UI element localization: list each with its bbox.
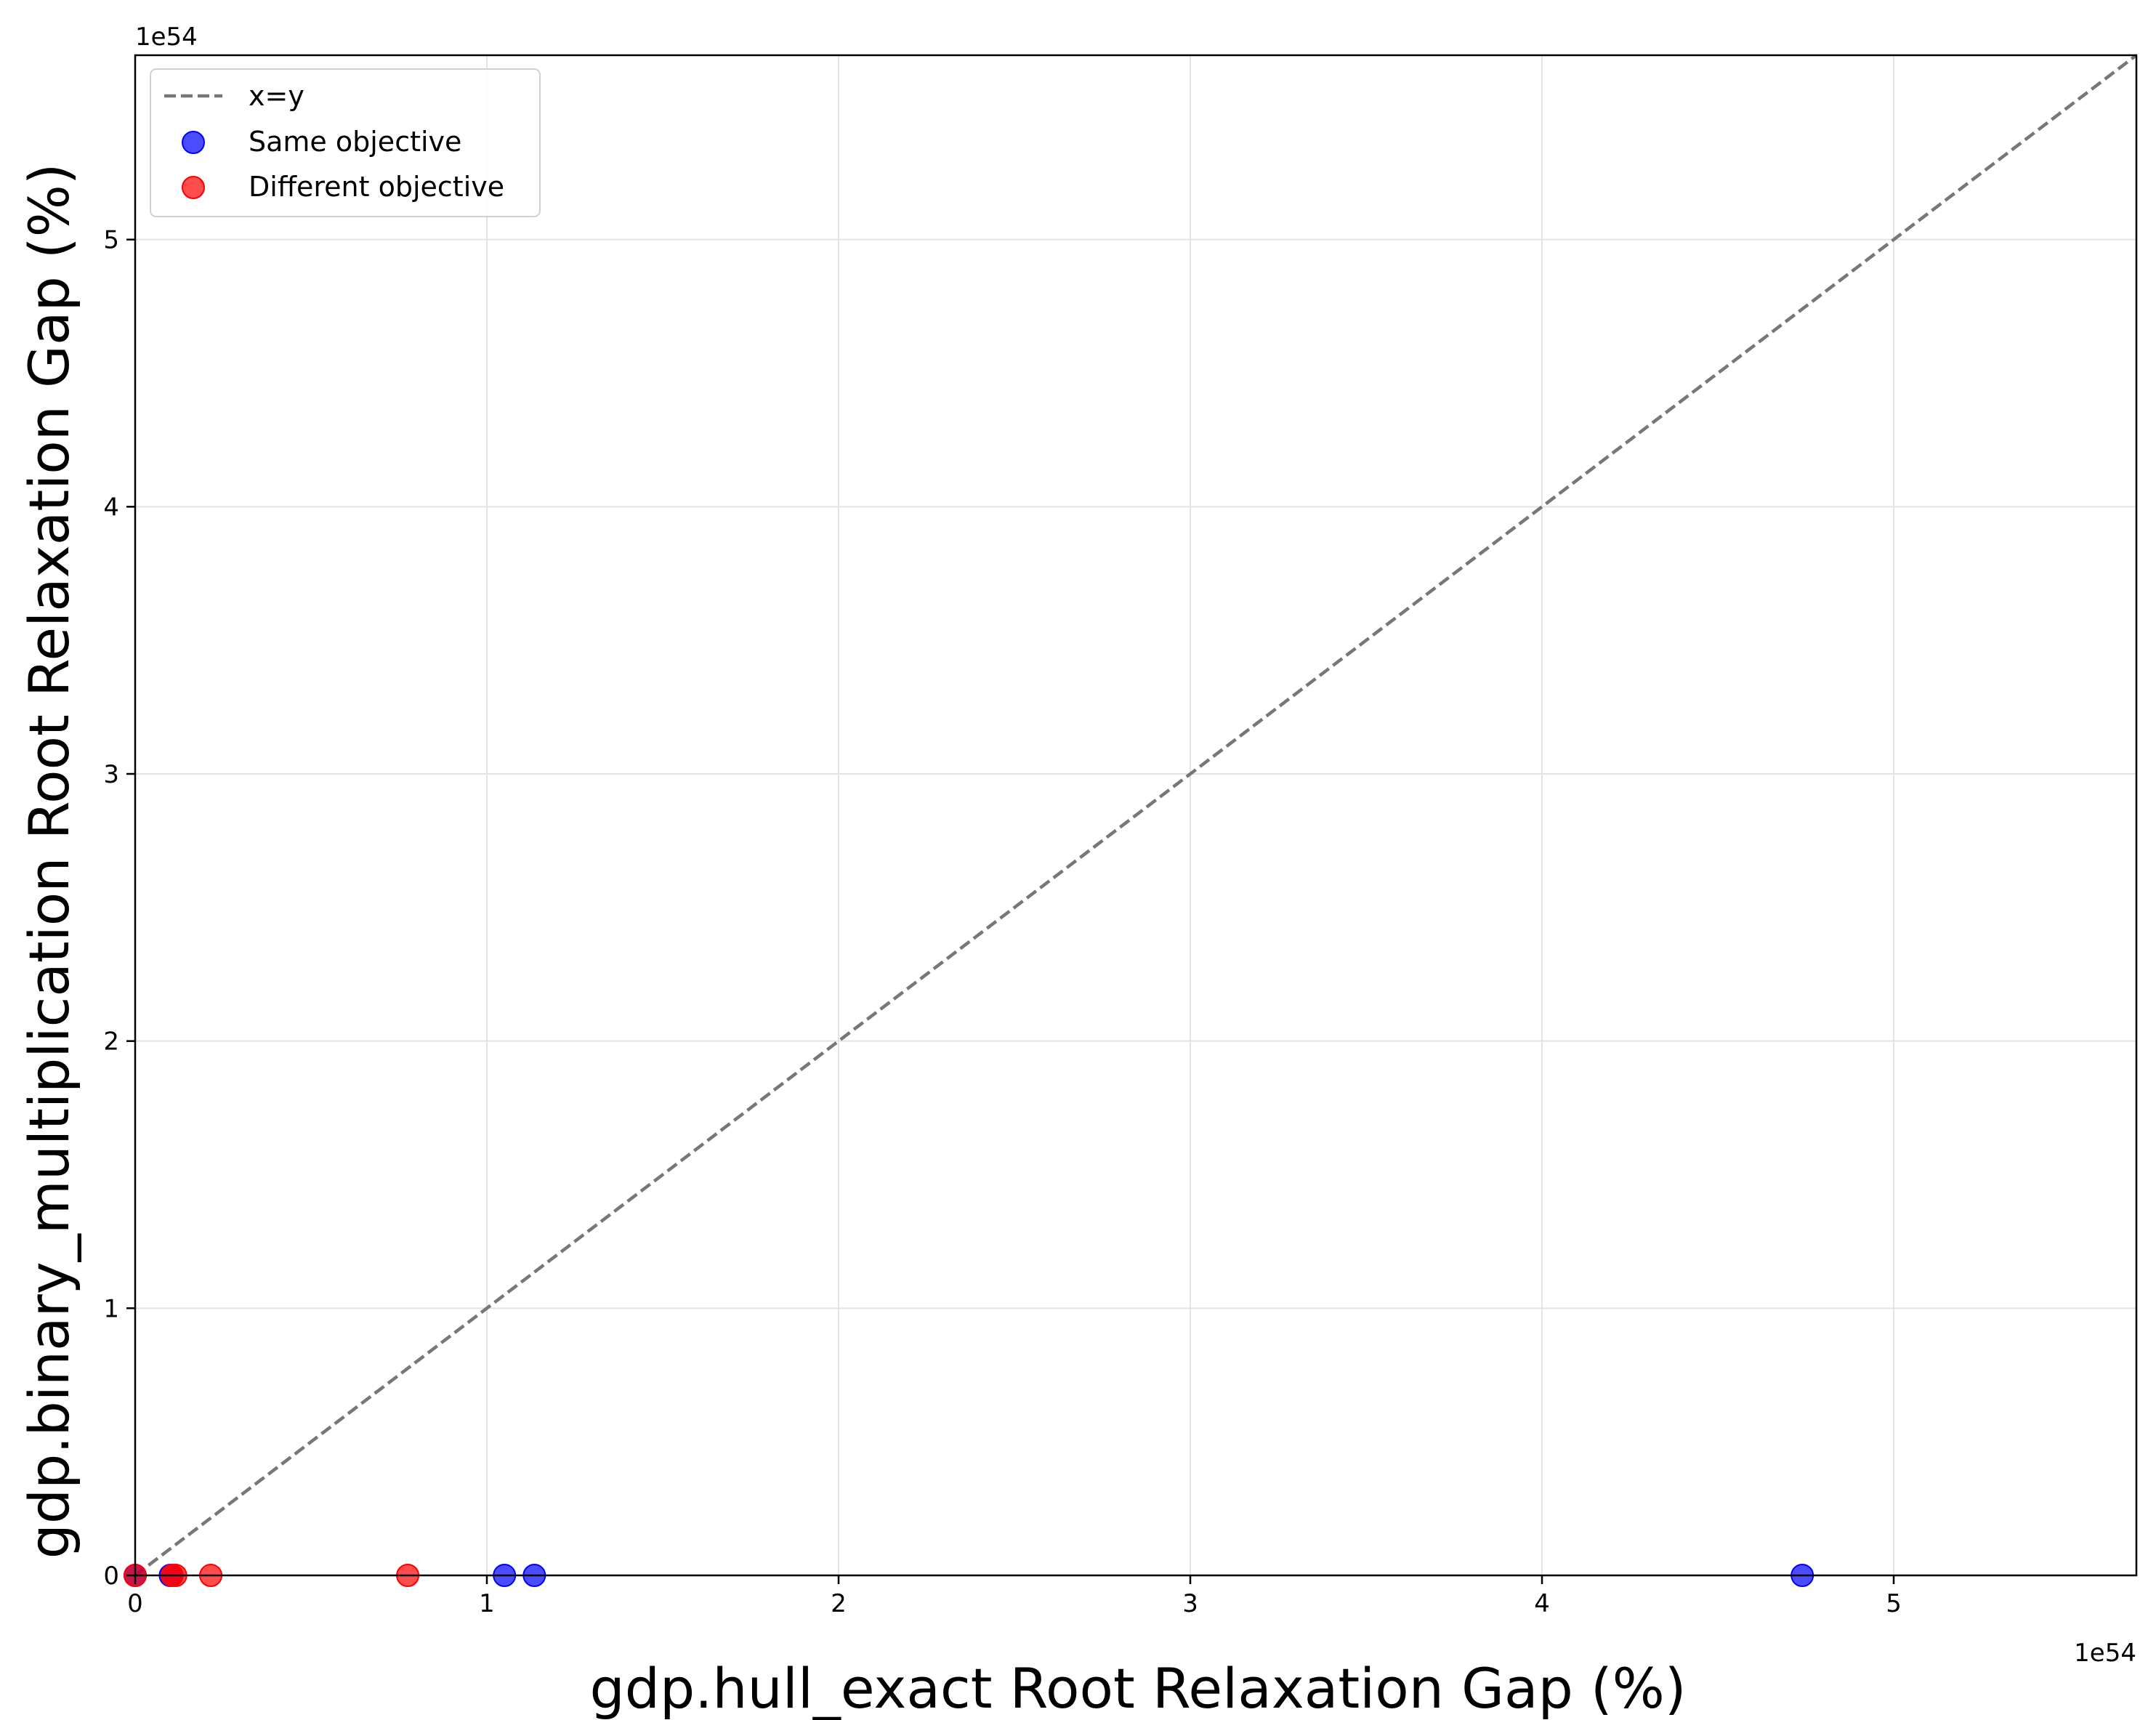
x-tick-label: 1 xyxy=(479,1589,495,1618)
y-tick-label: 5 xyxy=(103,226,119,255)
legend-label-same-objective: Same objective xyxy=(249,126,461,158)
x-tick-label: 2 xyxy=(831,1589,847,1618)
x-tick-label: 4 xyxy=(1534,1589,1550,1618)
legend-label-refline: x=y xyxy=(249,80,304,112)
legend: x=y Same objective Different objective xyxy=(150,68,541,217)
y-offset-label: 1e54 xyxy=(135,23,198,52)
y-tick-label: 4 xyxy=(103,493,119,522)
legend-label-different-objective: Different objective xyxy=(249,171,504,203)
x-tick-label: 3 xyxy=(1182,1589,1198,1618)
reference-line-x-equals-y xyxy=(134,54,2138,1577)
y-tick-label: 3 xyxy=(103,760,119,789)
legend-marker-different-objective xyxy=(182,176,205,199)
y-tick-label: 0 xyxy=(103,1562,119,1591)
x-tick-label: 0 xyxy=(127,1589,143,1618)
x-offset-label: 1e54 xyxy=(2074,1639,2136,1668)
plot-frame xyxy=(134,54,2138,1577)
y-tick-label: 1 xyxy=(103,1294,119,1323)
x-tick-label: 5 xyxy=(1886,1589,1902,1618)
legend-box xyxy=(150,68,541,217)
y-axis-title: gdp.binary_multiplication Root Relaxatio… xyxy=(17,163,81,1559)
legend-marker-same-objective xyxy=(182,131,205,154)
x-axis-title: gdp.hull_exact Root Relaxation Gap (%) xyxy=(589,1656,1686,1720)
axis-ticks: 0 1 2 3 4 5 0 1 2 3 4 5 xyxy=(103,226,1901,1618)
y-tick-label: 2 xyxy=(103,1027,119,1057)
reference-line-group xyxy=(134,54,2138,1577)
